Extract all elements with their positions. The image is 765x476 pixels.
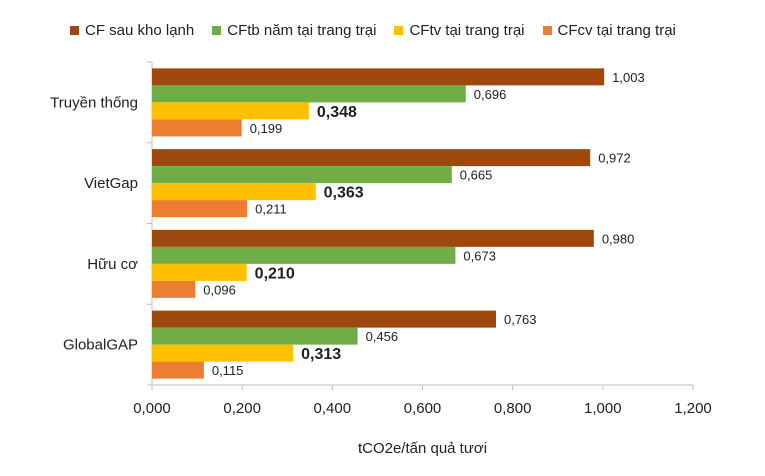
legend-label: CF sau kho lạnh — [85, 22, 195, 39]
legend-swatch — [70, 26, 79, 35]
bar — [152, 361, 204, 379]
legend-swatch — [394, 26, 404, 35]
data-label: 0,199 — [250, 121, 283, 136]
data-label: 0,696 — [474, 87, 507, 102]
x-tick-label: 0,800 — [494, 400, 532, 417]
category-label: GlobalGAP — [63, 337, 138, 354]
legend-label: CFtv tại trang trại — [409, 22, 525, 39]
chart-legend: CF sau kho lạnh CFtb năm tại trang trại … — [70, 22, 676, 39]
bar — [152, 166, 452, 184]
bar — [152, 344, 294, 362]
legend-item-cftb: CFtb năm tại trang trại — [212, 22, 376, 39]
x-tick-label: 0,600 — [404, 400, 442, 417]
bar — [152, 229, 594, 247]
category-label: VietGap — [84, 175, 138, 192]
legend-label: CFtb năm tại trang trại — [227, 22, 377, 39]
legend-item-cfcv: CFcv tại trang trại — [542, 22, 676, 39]
data-label: 0,665 — [460, 168, 493, 183]
bar — [152, 263, 247, 281]
data-label: 0,456 — [366, 329, 399, 344]
data-label: 1,003 — [612, 70, 645, 85]
bar — [152, 310, 496, 328]
data-label: 0,211 — [255, 202, 287, 217]
data-label: 0,972 — [598, 151, 631, 166]
data-label: 0,348 — [317, 104, 357, 121]
bar — [152, 327, 358, 345]
bar — [152, 280, 196, 298]
x-tick-label: 1,000 — [584, 400, 622, 417]
data-label: 0,313 — [301, 346, 341, 363]
legend-item-cftv: CFtv tại trang trại — [394, 22, 525, 39]
data-label: 0,363 — [324, 185, 364, 202]
data-label: 0,210 — [255, 265, 295, 282]
category-label: Truyền thống — [50, 94, 138, 111]
bar — [152, 200, 248, 218]
data-label: 0,980 — [602, 231, 635, 246]
bar — [152, 85, 466, 103]
legend-label: CFcv tại trang trại — [557, 22, 676, 39]
bar — [152, 183, 316, 201]
data-label: 0,673 — [463, 248, 496, 263]
x-tick-label: 0,200 — [223, 400, 261, 417]
legend-item-cf-sau-kho-lanh: CF sau kho lạnh — [70, 22, 194, 39]
bar — [152, 246, 456, 264]
data-label: 0,763 — [504, 312, 537, 327]
bar — [152, 119, 242, 137]
legend-swatch — [542, 26, 552, 35]
bar — [152, 102, 309, 120]
data-label: 0,115 — [212, 363, 244, 378]
category-label: Hữu cơ — [87, 256, 138, 273]
legend-swatch — [212, 26, 222, 35]
bar — [152, 149, 591, 167]
x-tick-label: 0,400 — [314, 400, 352, 417]
x-tick-label: 1,200 — [674, 400, 712, 417]
x-tick-label: 0,000 — [133, 400, 171, 417]
data-label: 0,096 — [203, 282, 236, 297]
x-axis-title: tCO2e/tấn quả tươi — [358, 440, 487, 457]
bar — [152, 68, 605, 86]
